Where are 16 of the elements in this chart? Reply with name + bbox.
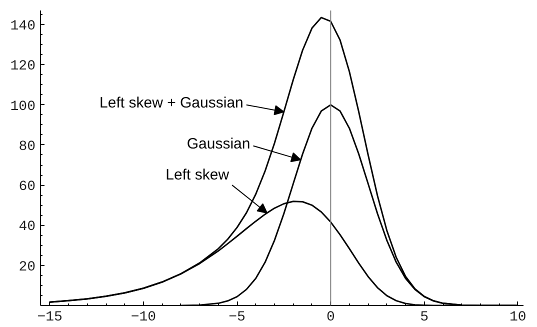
x-tick-label: −5 <box>228 310 246 326</box>
y-tick-label: 40 <box>18 219 36 236</box>
annotation: Left skew <box>166 166 230 184</box>
y-tick-label: 80 <box>18 138 36 155</box>
y-tick-label: 60 <box>18 179 36 196</box>
annotation: Left skew + Gaussian <box>100 94 244 112</box>
x-tick-label: 5 <box>420 310 428 326</box>
y-tick-label: 20 <box>18 259 36 276</box>
x-tick-label: 10 <box>509 310 526 326</box>
y-tick-label: 100 <box>10 98 36 115</box>
x-tick-label: −15 <box>37 310 62 326</box>
x-tick-label: 0 <box>326 310 335 326</box>
x-tick-label: −10 <box>130 310 156 326</box>
y-tick-label: 140 <box>10 18 36 35</box>
annotation: Gaussian <box>186 135 250 152</box>
y-tick-label: 120 <box>10 58 36 75</box>
